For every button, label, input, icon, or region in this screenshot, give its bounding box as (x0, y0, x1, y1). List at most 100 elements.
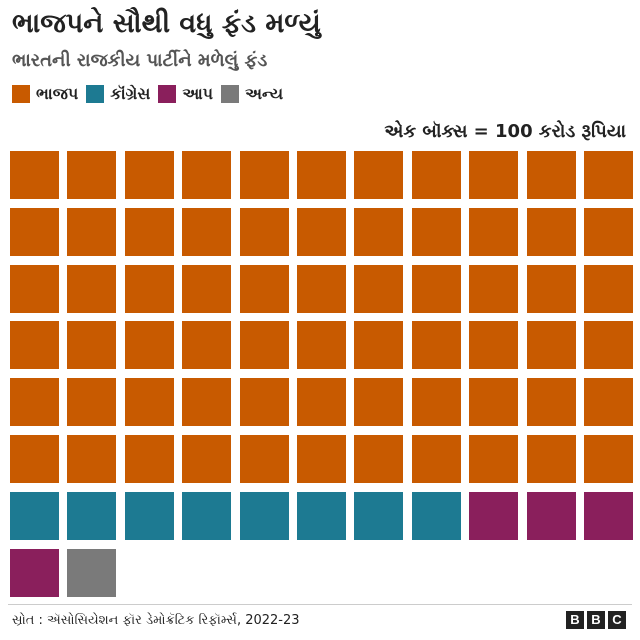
waffle-box-bjp (526, 378, 576, 427)
waffle-box-congress (297, 491, 346, 540)
waffle-box-bjp (297, 264, 346, 313)
bbc-logo-block: B (566, 611, 584, 629)
waffle-box-bjp (297, 321, 346, 370)
waffle-box-bjp (584, 264, 633, 313)
bbc-logo-block: B (587, 611, 605, 629)
waffle-box-congress (411, 491, 461, 540)
waffle-box-bjp (67, 207, 117, 256)
legend-item-others: અન્ય (221, 84, 283, 104)
waffle-box-bjp (182, 207, 232, 256)
legend-label-congress: કૉંગ્રેસ (110, 84, 151, 103)
waffle-box-bjp (297, 207, 346, 256)
waffle-box-bjp (67, 151, 117, 199)
waffle-box-bjp (239, 321, 289, 370)
waffle-box-bjp (411, 207, 461, 256)
legend-item-congress: કૉંગ્રેસ (86, 84, 150, 104)
waffle-box-bjp (182, 378, 232, 427)
legend-swatch-bjp (12, 85, 30, 103)
waffle-box-bjp (469, 151, 519, 199)
waffle-box-congress (67, 491, 117, 540)
legend-swatch-congress (86, 85, 105, 103)
legend-label-aap: આપ (182, 84, 214, 103)
waffle-box-bjp (124, 151, 174, 199)
legend-item-bjp: ભાજપ (12, 84, 78, 104)
source-note: સ્રોત : ઍસોસિયેશન ફૉર ડેમોક્રૅટિક રિફૉર્… (12, 613, 300, 628)
waffle-box-bjp (584, 378, 633, 427)
waffle-box-bjp (239, 264, 289, 313)
waffle-box-bjp (124, 207, 174, 256)
waffle-box-bjp (469, 264, 519, 313)
waffle-box-bjp (10, 435, 59, 483)
waffle-box-bjp (10, 378, 59, 427)
waffle-box-bjp (526, 435, 576, 483)
waffle-box-bjp (584, 321, 633, 370)
waffle-box-bjp (411, 321, 461, 370)
waffle-box-bjp (10, 207, 59, 256)
waffle-box-bjp (67, 435, 117, 483)
waffle-box-bjp (182, 264, 232, 313)
waffle-box-bjp (239, 378, 289, 427)
waffle-box-aap (584, 491, 633, 540)
waffle-box-bjp (469, 378, 519, 427)
chart-subtitle: ભારતની રાજકીય પાર્ટીને મળેલું ફંડ (12, 50, 268, 71)
waffle-box-aap (469, 491, 519, 540)
waffle-box-aap (10, 548, 59, 597)
legend-swatch-others (221, 85, 240, 103)
waffle-box-bjp (526, 207, 576, 256)
waffle-box-aap (526, 491, 576, 540)
waffle-box-bjp (411, 151, 461, 199)
waffle-box-others (67, 548, 117, 597)
waffle-box-bjp (354, 264, 404, 313)
waffle-box-bjp (526, 151, 576, 199)
footer-divider (8, 604, 632, 605)
waffle-box-bjp (239, 435, 289, 483)
waffle-box-bjp (297, 151, 346, 199)
waffle-box-bjp (584, 435, 633, 483)
waffle-box-bjp (124, 264, 174, 313)
waffle-box-bjp (411, 435, 461, 483)
waffle-box-bjp (124, 435, 174, 483)
waffle-box-bjp (584, 151, 633, 199)
waffle-box-bjp (182, 435, 232, 483)
waffle-box-bjp (469, 435, 519, 483)
chart-title: ભાજપને સૌથી વધુ ફંડ મળ્યું (12, 8, 321, 39)
waffle-box-bjp (67, 321, 117, 370)
legend-item-aap: આપ (158, 84, 213, 104)
waffle-box-bjp (10, 264, 59, 313)
waffle-box-bjp (297, 435, 346, 483)
waffle-box-bjp (354, 321, 404, 370)
waffle-box-bjp (411, 378, 461, 427)
waffle-box-bjp (124, 321, 174, 370)
waffle-box-bjp (67, 264, 117, 313)
waffle-box-congress (354, 491, 404, 540)
waffle-box-bjp (526, 264, 576, 313)
waffle-box-bjp (239, 151, 289, 199)
waffle-box-bjp (584, 207, 633, 256)
legend-label-bjp: ભાજપ (36, 84, 79, 103)
waffle-box-bjp (469, 207, 519, 256)
waffle-box-bjp (354, 435, 404, 483)
bbc-logo-block: C (608, 611, 626, 629)
legend: ભાજપ કૉંગ્રેસ આપ અન્ય (12, 82, 291, 106)
legend-label-others: અન્ય (245, 84, 284, 103)
bbc-logo: B B C (563, 611, 626, 629)
waffle-box-bjp (411, 264, 461, 313)
waffle-box-bjp (354, 151, 404, 199)
waffle-box-bjp (239, 207, 289, 256)
unit-note: એક બૉક્સ = 100 કરોડ રૂપિયા (384, 121, 626, 142)
waffle-box-bjp (526, 321, 576, 370)
waffle-box-bjp (297, 378, 346, 427)
waffle-box-bjp (182, 321, 232, 370)
waffle-box-congress (239, 491, 289, 540)
waffle-box-bjp (354, 378, 404, 427)
waffle-box-bjp (10, 151, 59, 199)
legend-swatch-aap (158, 85, 177, 103)
waffle-box-congress (10, 491, 59, 540)
waffle-box-bjp (469, 321, 519, 370)
waffle-box-bjp (10, 321, 59, 370)
waffle-box-bjp (67, 378, 117, 427)
waffle-box-congress (124, 491, 174, 540)
waffle-box-congress (182, 491, 232, 540)
waffle-box-bjp (182, 151, 232, 199)
